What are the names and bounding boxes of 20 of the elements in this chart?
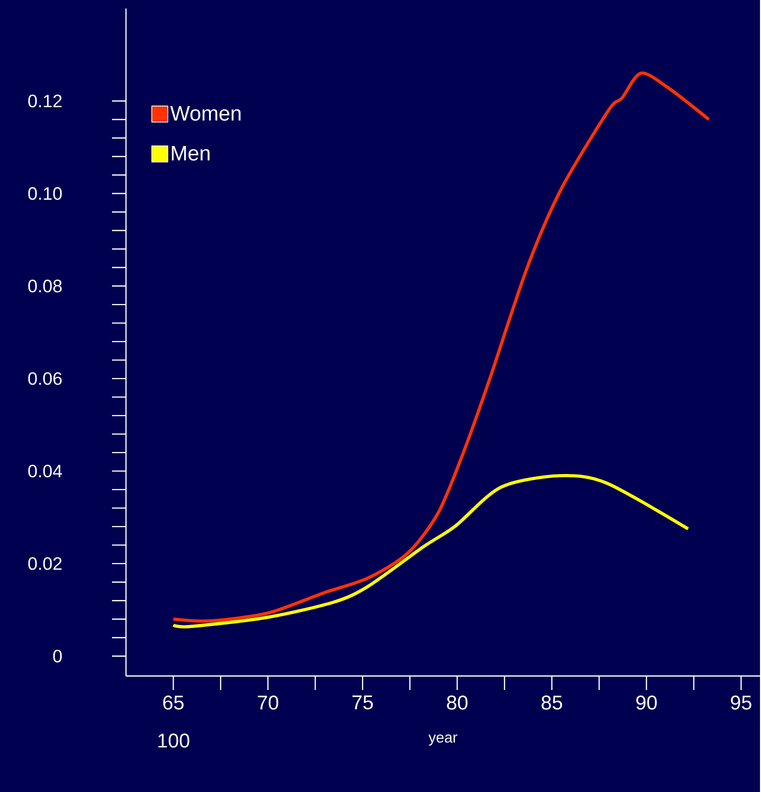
y-tick-label: 0 — [53, 650, 62, 662]
x-tick-label: 65 — [163, 696, 184, 710]
x-tick-label: 85 — [542, 696, 562, 710]
x-tick-label: 75 — [352, 696, 374, 710]
y-tick-label: 0.02 — [28, 557, 62, 570]
y-tick-label: 0.04 — [28, 464, 62, 478]
line-series — [172, 474, 690, 628]
y-tick-label: 0.10 — [28, 187, 62, 200]
legend-label: Men — [172, 146, 210, 161]
x-tick-label: 80 — [447, 696, 468, 710]
y-tick-label: 0.08 — [28, 280, 62, 292]
x-tick-label: 95 — [731, 696, 752, 710]
line-series — [172, 72, 711, 623]
text: 100 — [158, 734, 190, 748]
y-tick-label: 0.12 — [28, 94, 62, 108]
x-tick-label: 90 — [636, 696, 657, 710]
x-tick-label: 70 — [258, 696, 278, 710]
legend-label: Women — [170, 106, 241, 121]
x-axis-title: year — [428, 734, 458, 746]
y-tick-label: 0.06 — [28, 372, 62, 385]
